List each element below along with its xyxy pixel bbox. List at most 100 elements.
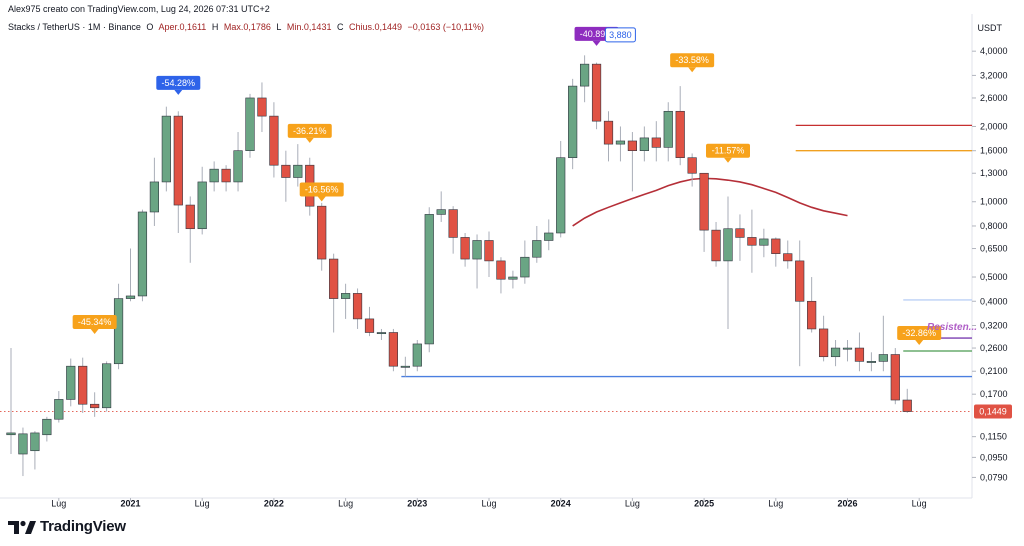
candle[interactable] <box>400 356 410 377</box>
candle[interactable] <box>723 196 733 329</box>
moving-average-line[interactable] <box>572 177 848 227</box>
candle[interactable] <box>747 209 757 273</box>
candle[interactable] <box>520 240 530 284</box>
symbol-name[interactable]: Stacks / TetherUS · 1M · Binance <box>8 22 141 32</box>
brand-logo[interactable]: TradingView <box>8 518 126 535</box>
candle[interactable] <box>484 231 494 278</box>
candle[interactable] <box>137 209 148 302</box>
candle[interactable] <box>675 86 685 166</box>
candle[interactable] <box>209 161 219 192</box>
candle[interactable] <box>113 283 124 370</box>
candle[interactable] <box>795 240 805 367</box>
drawdown-badge[interactable]: -40.89% <box>574 26 619 46</box>
candle[interactable] <box>842 339 853 362</box>
candle[interactable] <box>6 348 16 455</box>
candle[interactable] <box>90 392 100 417</box>
resistance-label[interactable]: Resisten... <box>927 322 977 333</box>
candle[interactable] <box>257 82 267 133</box>
candle[interactable] <box>269 102 279 178</box>
candle[interactable] <box>508 270 518 289</box>
drawdown-badge[interactable]: -45.34% <box>72 314 117 334</box>
candle[interactable] <box>735 214 745 261</box>
candle[interactable] <box>281 150 291 202</box>
candle-body <box>400 365 410 368</box>
candle[interactable] <box>42 416 52 442</box>
candle[interactable] <box>125 248 136 302</box>
symbol-legend[interactable]: Stacks / TetherUS · 1M · Binance O Aper.… <box>8 22 487 32</box>
candle[interactable] <box>340 283 351 319</box>
candle[interactable] <box>54 391 64 423</box>
drawdown-badge[interactable]: -36.21% <box>287 123 332 143</box>
candle[interactable] <box>663 102 673 162</box>
candle[interactable] <box>317 202 327 271</box>
candle[interactable] <box>352 288 363 329</box>
change-value: −0,0163 (−10,11%) <box>407 22 484 32</box>
y-tick-label: 4,0000 <box>980 46 1008 56</box>
candle[interactable] <box>149 157 160 226</box>
candle[interactable] <box>412 339 422 372</box>
candle[interactable] <box>161 106 171 192</box>
candle[interactable] <box>591 62 602 130</box>
candle[interactable] <box>807 277 817 333</box>
candle[interactable] <box>866 352 876 372</box>
candle[interactable] <box>197 166 207 235</box>
candle[interactable] <box>818 315 829 362</box>
candle[interactable] <box>699 172 709 252</box>
candle[interactable] <box>66 358 76 407</box>
candle-body <box>54 399 64 420</box>
candle[interactable] <box>532 225 542 263</box>
candle-body <box>281 164 291 178</box>
candle[interactable] <box>878 315 888 372</box>
price-target-label[interactable]: 3,880 <box>604 27 636 43</box>
candle[interactable] <box>448 206 458 254</box>
y-tick-label: 0,4000 <box>980 296 1008 306</box>
candle[interactable] <box>293 144 303 187</box>
candle[interactable] <box>173 111 183 233</box>
candle[interactable] <box>615 126 626 162</box>
candle[interactable] <box>364 306 375 337</box>
candle[interactable] <box>759 228 769 258</box>
candle[interactable] <box>854 332 865 372</box>
candle[interactable] <box>830 339 841 367</box>
candle[interactable] <box>687 153 697 187</box>
candle[interactable] <box>424 207 434 353</box>
candle[interactable] <box>890 348 900 405</box>
candle[interactable] <box>783 240 793 269</box>
candle[interactable] <box>185 196 195 263</box>
candle[interactable] <box>579 55 590 103</box>
candle[interactable] <box>568 78 578 170</box>
candle[interactable] <box>556 140 566 238</box>
candle[interactable] <box>102 361 112 412</box>
candle[interactable] <box>460 232 470 267</box>
last-price-tag[interactable]: 0,1449 <box>974 404 1012 419</box>
candle[interactable] <box>711 221 721 267</box>
candle[interactable] <box>245 93 255 158</box>
candle[interactable] <box>651 121 661 162</box>
drawdown-badge[interactable]: -16.56% <box>299 182 344 202</box>
drawdown-badge[interactable]: -32.86% <box>897 325 942 345</box>
candle[interactable] <box>639 126 649 162</box>
candle[interactable] <box>18 427 28 477</box>
candle[interactable] <box>78 357 88 413</box>
candle[interactable] <box>472 234 482 289</box>
candle[interactable] <box>902 388 912 413</box>
drawdown-badge[interactable]: -54.28% <box>156 75 201 95</box>
candle[interactable] <box>329 253 339 333</box>
candle[interactable] <box>30 431 40 470</box>
candle[interactable] <box>496 257 506 294</box>
candle[interactable] <box>603 111 614 162</box>
candle[interactable] <box>388 328 399 372</box>
badge-box <box>706 143 750 158</box>
candle[interactable] <box>627 132 637 192</box>
candle[interactable] <box>376 328 387 340</box>
candle[interactable] <box>771 237 781 267</box>
candle[interactable] <box>233 132 243 192</box>
drawdown-badge[interactable]: -11.57% <box>706 143 750 163</box>
candle[interactable] <box>436 191 446 222</box>
drawdown-badge[interactable]: -33.58% <box>670 53 715 73</box>
candle[interactable] <box>544 219 554 251</box>
candle-body <box>711 229 721 262</box>
candle[interactable] <box>305 157 315 216</box>
candle[interactable] <box>221 165 231 192</box>
